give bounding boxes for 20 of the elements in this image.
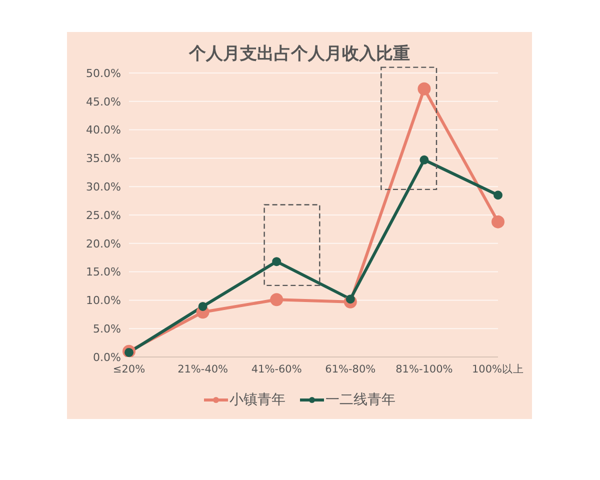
y-tick-label: 50.0% (86, 66, 121, 80)
y-tick-label: 20.0% (86, 237, 121, 250)
x-tick-label: 21%-40% (178, 363, 228, 376)
legend-label: 一二线青年 (326, 391, 396, 409)
x-tick-label: 61%-80% (325, 363, 376, 376)
y-tick-label: 25.0% (86, 208, 121, 222)
y-tick-label: 35.0% (86, 152, 121, 166)
y-tick-label: 5.0% (93, 322, 121, 336)
x-tick-label: 41%-60% (251, 363, 302, 376)
y-tick-label: 40.0% (86, 124, 121, 137)
y-tick-label: 45.0% (86, 95, 121, 108)
x-tick-label: 81%-100% (396, 363, 453, 376)
chart-title: 个人月支出占个人月收入比重 (188, 43, 411, 65)
x-tick-label: 100%以上 (472, 362, 524, 376)
y-tick-label: 10.0% (86, 294, 121, 308)
y-tick-label: 0.0% (93, 350, 121, 364)
y-tick-label: 30.0% (86, 180, 121, 194)
x-tick-label: ≤20% (112, 363, 146, 376)
y-tick-label: 15.0% (86, 266, 121, 279)
legend-label: 小镇青年 (230, 391, 286, 409)
